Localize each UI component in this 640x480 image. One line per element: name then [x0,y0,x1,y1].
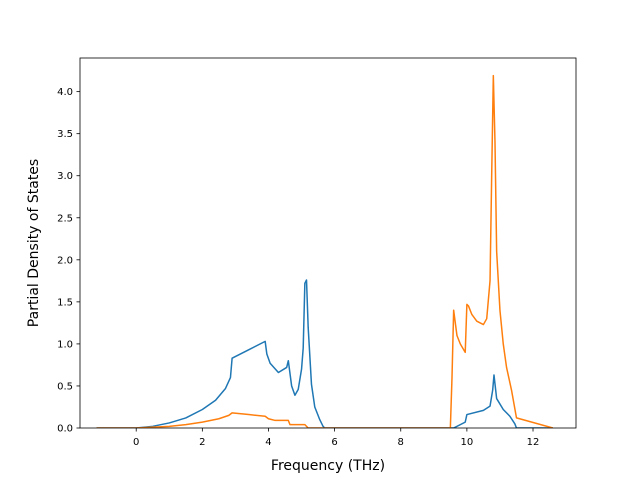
series-group [96,74,554,428]
y-tick-label: 3.5 [57,129,73,140]
x-tick-label: 4 [265,437,271,448]
x-tick-label: 6 [331,437,337,448]
x-tick-label: 10 [461,437,474,448]
y-tick-label: 2.5 [57,213,73,224]
y-tick-label: 1.5 [57,297,73,308]
x-tick-label: 12 [527,437,540,448]
series-line-2 [96,74,554,428]
y-tick-label: 2.0 [57,255,73,266]
y-tick-label: 4.0 [57,87,73,98]
y-axis-label: Partial Density of States [26,159,42,327]
y-axis: 0.0 0.5 1.0 1.5 2.0 2.5 3.0 3.5 4.0 [57,87,80,435]
y-tick-label: 1.0 [57,339,73,350]
plot-frame [79,57,577,429]
series-line-1 [96,279,553,428]
y-tick-label: 0.0 [57,424,73,435]
x-axis: 0 2 4 6 8 10 12 [133,428,539,448]
y-tick-label: 3.0 [57,171,73,182]
y-tick-label: 0.5 [57,381,73,392]
x-tick-label: 8 [398,437,404,448]
x-tick-label: 2 [199,437,205,448]
x-tick-label: 0 [133,437,139,448]
x-axis-label: Frequency (THz) [271,458,385,474]
